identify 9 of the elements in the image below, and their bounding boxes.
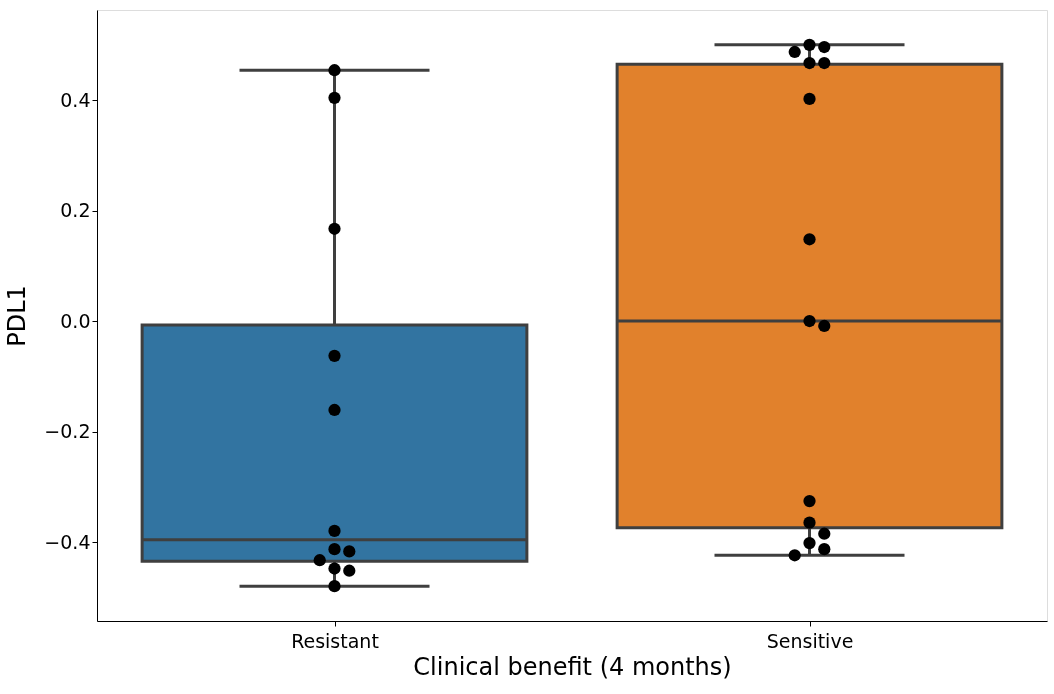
y-axis-title: PDL1: [3, 285, 32, 347]
y-tick-label: 0.4: [60, 88, 91, 111]
x-tick-label: Sensitive: [766, 629, 854, 652]
x-axis-title: Clinical benefit (4 months): [413, 652, 732, 681]
y-tick-label: 0.2: [60, 199, 91, 222]
y-tick-label: −0.2: [44, 420, 91, 443]
y-tick-label: 0.0: [60, 309, 91, 332]
y-tick-label: −0.4: [44, 530, 91, 553]
x-tick-label: Resistant: [291, 629, 379, 652]
